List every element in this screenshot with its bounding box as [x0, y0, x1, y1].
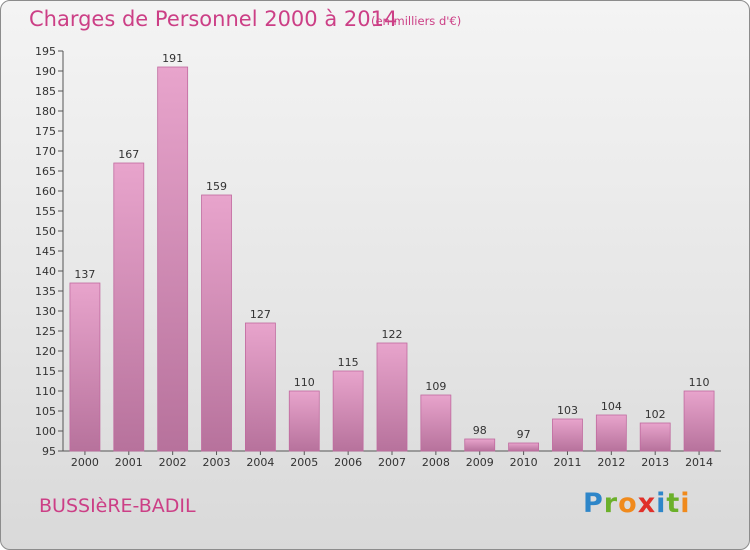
x-tick-label: 2010 [510, 456, 538, 469]
x-tick-label: 2014 [685, 456, 713, 469]
y-tick-label: 115 [35, 365, 56, 378]
x-tick-label: 2000 [71, 456, 99, 469]
data-label-2014: 110 [689, 376, 710, 389]
y-tick-label: 170 [35, 145, 56, 158]
x-tick-label: 2012 [597, 456, 625, 469]
y-tick-label: 190 [35, 65, 56, 78]
logo-letter: t [666, 488, 681, 519]
x-tick-label: 2002 [159, 456, 187, 469]
bar-2009 [464, 438, 496, 452]
data-label-2010: 97 [517, 428, 531, 441]
data-label-2011: 103 [557, 404, 578, 417]
logo-letter: o [618, 488, 638, 519]
data-label-2000: 137 [74, 268, 95, 281]
data-label-2012: 104 [601, 400, 622, 413]
data-label-2013: 102 [645, 408, 666, 421]
logo-letter: x [637, 488, 657, 519]
bar-2001 [113, 162, 145, 452]
y-tick-label: 160 [35, 185, 56, 198]
y-tick-label: 165 [35, 165, 56, 178]
bar-2002 [157, 66, 189, 452]
data-label-2005: 110 [294, 376, 315, 389]
data-label-2006: 115 [338, 356, 359, 369]
y-tick-label: 180 [35, 105, 56, 118]
y-tick-label: 125 [35, 325, 56, 338]
y-tick-label: 195 [35, 45, 56, 58]
commune-name: BUSSIèRE-BADIL [39, 495, 196, 517]
bar-2011 [552, 418, 583, 452]
bar-2014 [683, 390, 715, 452]
x-tick-label: 2009 [466, 456, 494, 469]
y-tick-label: 135 [35, 285, 56, 298]
bar-2007 [376, 342, 408, 452]
data-label-2009: 98 [473, 424, 487, 437]
chart-title: Charges de Personnel 2000 à 2014 [29, 7, 398, 31]
y-tick-label: 105 [35, 405, 56, 418]
y-tick-label: 175 [35, 125, 56, 138]
x-tick-label: 2013 [641, 456, 669, 469]
y-tick-label: 155 [35, 205, 56, 218]
logo-letter: r [603, 488, 619, 519]
data-label-2002: 191 [162, 52, 183, 65]
bar-2000 [69, 282, 101, 452]
proxiti-logo: Proxiti [583, 488, 691, 519]
data-label-2007: 122 [382, 328, 403, 341]
data-label-2004: 127 [250, 308, 271, 321]
chart-subtitle: (en milliers d'€) [371, 14, 462, 28]
bar-2010 [508, 442, 540, 452]
data-label-2008: 109 [425, 380, 446, 393]
y-tick-label: 185 [35, 85, 56, 98]
x-tick-label: 2005 [290, 456, 318, 469]
x-tick-label: 2008 [422, 456, 450, 469]
data-label-2001: 167 [118, 148, 139, 161]
logo-letter: i [680, 488, 691, 519]
bar-2012 [595, 414, 627, 452]
bar-2004 [244, 322, 276, 452]
x-tick-label: 2004 [246, 456, 274, 469]
x-tick-label: 2001 [115, 456, 143, 469]
chart-bars [69, 66, 715, 452]
y-tick-label: 120 [35, 345, 56, 358]
y-tick-label: 150 [35, 225, 56, 238]
chart-axes: 95 100 105 110 115 120 125 130 135 140 145 150 155 16… [35, 45, 721, 469]
x-tick-label: 2006 [334, 456, 362, 469]
y-tick-label: 140 [35, 265, 56, 278]
data-label-2003: 159 [206, 180, 227, 193]
bar-2013 [639, 422, 671, 452]
x-tick-label: 2011 [553, 456, 581, 469]
bar-2006 [332, 370, 364, 452]
y-tick-label: 145 [35, 245, 56, 258]
logo-letter: i [656, 488, 667, 519]
x-tick-label: 2003 [203, 456, 231, 469]
y-tick-label: 95 [42, 445, 56, 458]
y-tick-label: 100 [35, 425, 56, 438]
chart-data-labels: 137 167 191 159 127 110 115 122 109 98 97 103 104 102… [74, 52, 709, 441]
x-tick-label: 2007 [378, 456, 406, 469]
bar-2003 [201, 194, 232, 452]
y-tick-label: 130 [35, 305, 56, 318]
bar-2008 [420, 394, 452, 452]
logo-letter: P [583, 488, 604, 519]
y-tick-label: 110 [35, 385, 56, 398]
bar-2005 [288, 390, 320, 452]
